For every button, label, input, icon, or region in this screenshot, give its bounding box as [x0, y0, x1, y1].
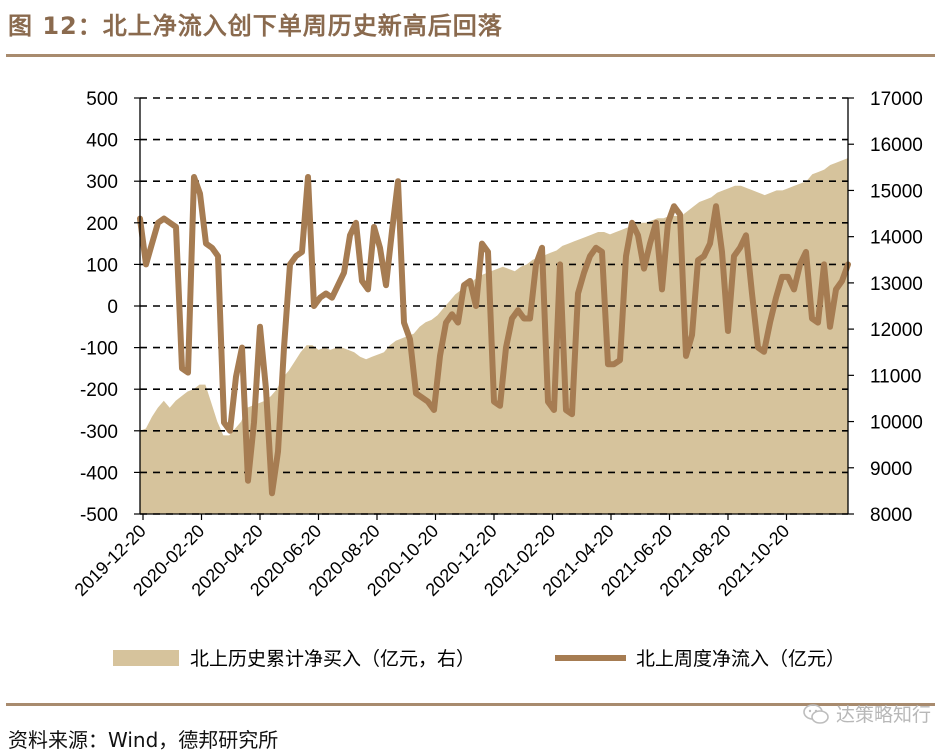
source-note: 资料来源：Wind，德邦研究所 [8, 728, 279, 752]
left-tick-label: -500 [80, 505, 118, 526]
right-tick-label: 17000 [870, 89, 923, 110]
left-tick-label: -300 [80, 422, 118, 443]
right-tick-label: 12000 [870, 320, 923, 341]
right-tick-label: 13000 [870, 274, 923, 295]
right-tick-label: 15000 [870, 181, 923, 202]
right-tick-label: 11000 [870, 366, 921, 387]
wechat-icon [803, 703, 829, 724]
legend-label-area: 北上历史累计净买入（亿元，右） [190, 648, 475, 670]
watermark: 达策略知行 [802, 700, 931, 727]
right-tick-label: 9000 [870, 459, 912, 480]
right-tick-label: 8000 [870, 505, 912, 526]
left-tick-label: 500 [86, 89, 118, 110]
legend-label-line: 北上周度净流入（亿元） [636, 648, 845, 670]
legend-swatch-area [113, 650, 179, 666]
left-tick-label: 200 [86, 214, 118, 235]
left-tick-label: 400 [86, 131, 118, 152]
left-tick-label: -200 [80, 380, 118, 401]
right-tick-label: 10000 [870, 413, 923, 434]
left-tick-label: -400 [80, 463, 118, 484]
watermark-text: 达策略知行 [835, 704, 931, 726]
left-tick-label: 300 [86, 172, 118, 193]
figure-title: 图 12：北上净流入创下单周历史新高后回落 [8, 12, 503, 40]
bottom-rule [6, 703, 935, 706]
left-tick-label: 100 [86, 255, 118, 276]
line-series-weekly [137, 174, 851, 497]
chart-canvas: 500 400 300 200 100 0 -100 -200 -300 -400 -500 1700… [71, 89, 923, 670]
left-tick-label: 0 [107, 297, 118, 318]
top-rule [6, 54, 935, 57]
right-tick-label: 16000 [870, 135, 923, 156]
left-tick-label: -100 [80, 339, 118, 360]
right-tick-label: 14000 [870, 228, 923, 249]
